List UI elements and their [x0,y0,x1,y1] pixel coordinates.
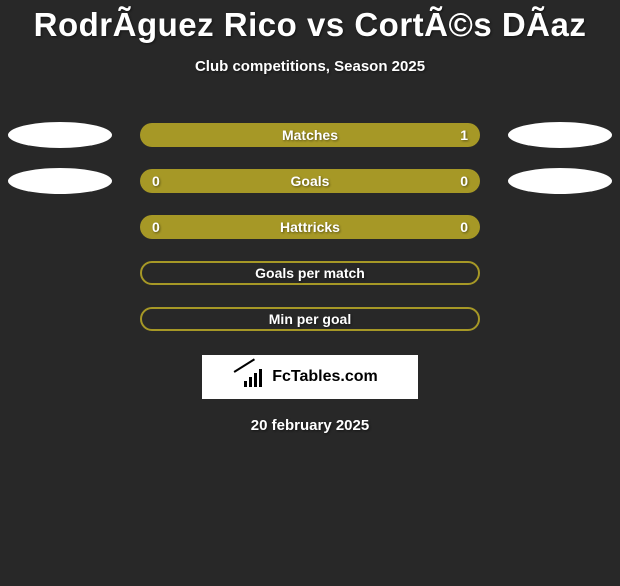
stat-left-value: 0 [152,173,160,189]
stat-rows: Matches 1 Goals 0 0 Hattricks 0 0 Goals per matc… [0,123,620,331]
stat-label: Matches [282,127,338,143]
stat-label: Hattricks [280,219,340,235]
stat-bar: Matches 1 [140,123,480,147]
logo-text: FcTables.com [272,368,378,386]
player-right-ellipse [508,168,612,194]
stat-bar: Goals 0 0 [140,169,480,193]
stat-row: Hattricks 0 0 [0,215,620,239]
stat-bar: Min per goal [140,307,480,331]
stat-label: Goals [291,173,330,189]
stat-bar: Goals per match [140,261,480,285]
comparison-title: RodrÃ­guez Rico vs CortÃ©s DÃ­az [0,6,620,44]
player-left-ellipse [8,122,112,148]
comparison-subtitle: Club competitions, Season 2025 [0,58,620,75]
player-left-ellipse [8,168,112,194]
stat-row: Matches 1 [0,123,620,147]
player-right-ellipse [508,122,612,148]
logo-box: FcTables.com [202,355,418,399]
stat-label: Goals per match [255,265,365,281]
stat-right-value: 0 [460,173,468,189]
stat-right-value: 1 [460,127,468,143]
stat-row: Goals 0 0 [0,169,620,193]
stat-row: Min per goal [0,307,620,331]
chart-bars-icon [242,367,266,387]
stat-bar: Hattricks 0 0 [140,215,480,239]
stat-left-value: 0 [152,219,160,235]
stat-row: Goals per match [0,261,620,285]
date-text: 20 february 2025 [0,417,620,434]
stat-right-value: 0 [460,219,468,235]
stat-label: Min per goal [269,311,351,327]
